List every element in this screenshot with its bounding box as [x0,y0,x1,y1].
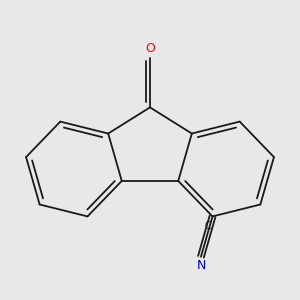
Text: O: O [145,42,155,55]
Text: N: N [196,259,206,272]
Text: C: C [204,220,211,231]
